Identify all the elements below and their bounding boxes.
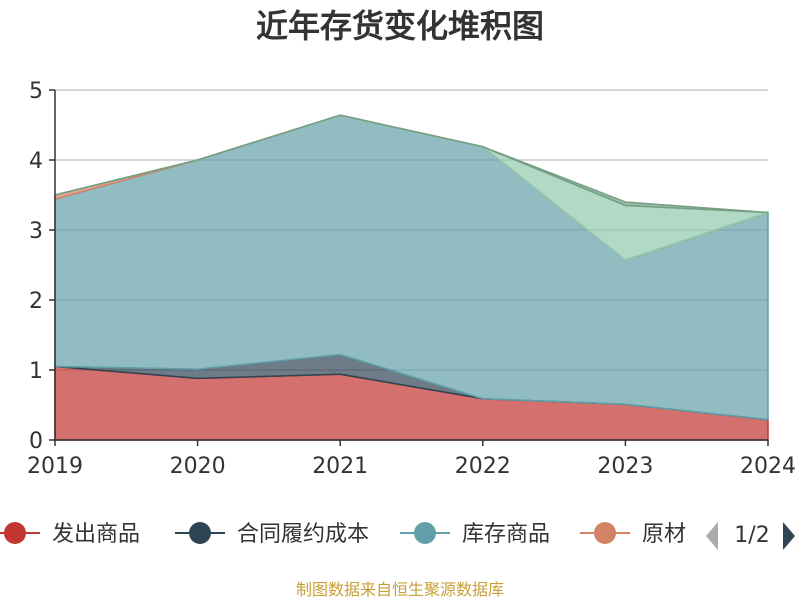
x-tick-label: 2021	[312, 454, 368, 479]
legend-label: 原材	[642, 522, 686, 547]
axes	[54, 90, 768, 441]
legend-next-page-button[interactable]	[783, 522, 795, 550]
x-tick-label: 2020	[170, 454, 226, 479]
x-axis-ticks: 2019 2020 2021 2022 2023 2024	[27, 440, 796, 479]
x-tick-label: 2023	[597, 454, 653, 479]
area-series-6	[54, 114, 769, 214]
chart-title: 近年存货变化堆积图	[256, 7, 544, 45]
x-tick-label: 2024	[740, 454, 796, 479]
y-tick-label: 4	[29, 149, 43, 174]
y-axis-ticks: 0 1 2 3 4 5	[29, 79, 55, 454]
x-tick-label: 2019	[27, 454, 83, 479]
legend-marker-icon	[414, 522, 436, 544]
legend-item[interactable]: 发出商品	[0, 522, 140, 547]
area-series-group	[54, 114, 769, 441]
legend-marker-icon	[594, 522, 616, 544]
legend-item[interactable]: 合同履约成本	[175, 522, 369, 547]
y-tick-label: 1	[29, 359, 43, 384]
arrow-right-icon[interactable]	[783, 522, 795, 550]
legend-marker-icon	[4, 522, 26, 544]
legend-item[interactable]: 原材	[580, 522, 686, 547]
y-tick-label: 2	[29, 289, 43, 314]
legend-prev-page-button[interactable]	[706, 522, 718, 550]
y-tick-label: 0	[29, 429, 43, 454]
legend-label: 发出商品	[52, 522, 140, 547]
legend: 发出商品 合同履约成本 库存商品 原材	[0, 522, 686, 547]
legend-item[interactable]: 库存商品	[400, 522, 550, 547]
legend-marker-icon	[189, 522, 211, 544]
y-tick-label: 5	[29, 79, 43, 104]
legend-page-indicator: 1/2	[734, 523, 769, 548]
legend-label: 合同履约成本	[237, 522, 369, 547]
x-tick-label: 2022	[455, 454, 511, 479]
legend-label: 库存商品	[462, 522, 550, 547]
y-tick-label: 3	[29, 219, 43, 244]
data-source-note: 制图数据来自恒生聚源数据库	[296, 580, 504, 599]
arrow-left-icon[interactable]	[706, 522, 718, 550]
